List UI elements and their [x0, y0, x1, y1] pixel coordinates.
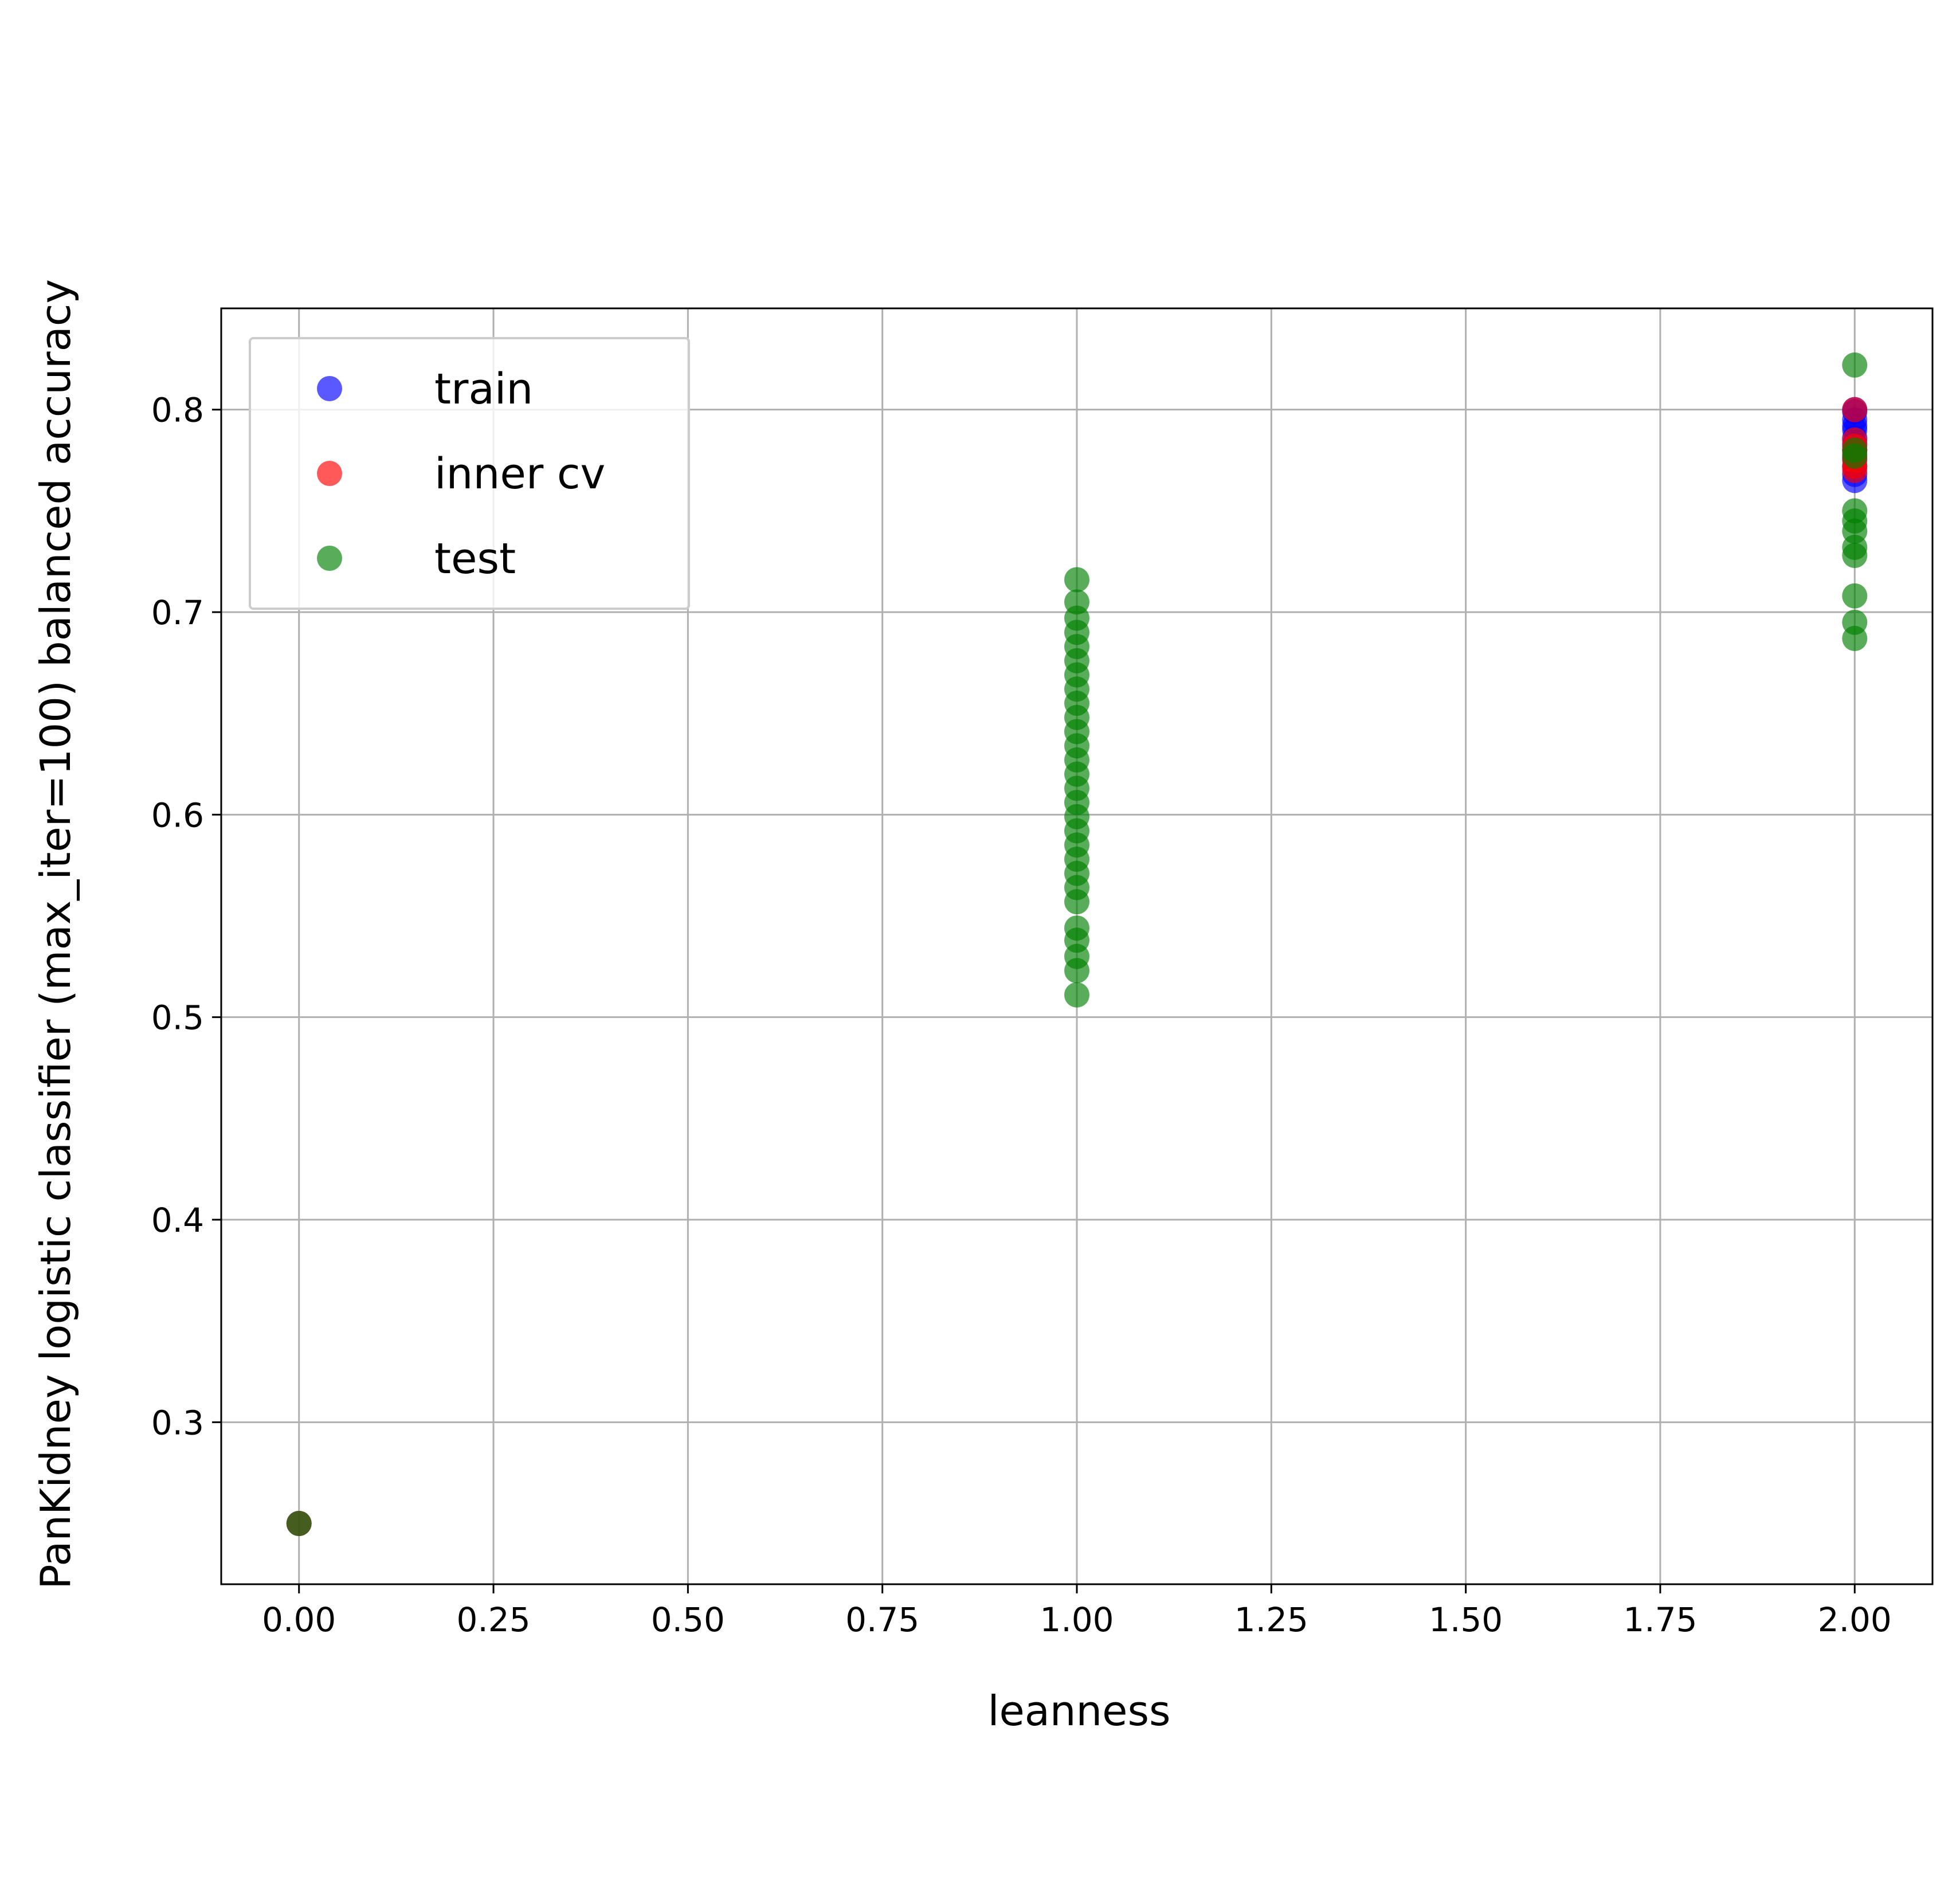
y-tick-label: 0.3	[151, 1403, 204, 1442]
legend-marker	[317, 546, 342, 571]
series-test	[286, 352, 1868, 1536]
legend-marker	[317, 376, 342, 401]
y-axis-label: PanKidney logistic classifier (max_iter=…	[32, 279, 80, 1589]
legend-marker	[317, 461, 342, 486]
y-tick-label: 0.6	[151, 796, 204, 835]
y-tick-label: 0.8	[151, 391, 204, 430]
x-tick-label: 2.00	[1818, 1600, 1892, 1639]
x-tick-label: 1.25	[1234, 1600, 1308, 1639]
data-point	[1842, 352, 1868, 378]
x-tick-label: 1.50	[1429, 1600, 1503, 1639]
x-tick-label: 0.75	[845, 1600, 919, 1639]
data-points	[286, 352, 1868, 1536]
legend: train inner cv test	[249, 337, 690, 610]
data-point	[1842, 443, 1868, 469]
x-tick-label: 1.00	[1040, 1600, 1114, 1639]
x-tick-label: 0.25	[456, 1600, 530, 1639]
x-axis-label: leanness	[987, 1687, 1170, 1735]
data-point	[286, 1511, 312, 1536]
x-tick-label: 1.75	[1623, 1600, 1697, 1639]
y-tick-label: 0.5	[151, 998, 204, 1037]
legend-label: train	[434, 365, 533, 414]
legend-label: inner cv	[434, 449, 605, 499]
data-point	[1842, 583, 1868, 609]
data-point	[1842, 625, 1868, 651]
data-point	[1064, 889, 1089, 915]
data-point	[1842, 543, 1868, 569]
legend-box	[249, 337, 690, 610]
axis-ticks: 0.00 0.25 0.50 0.75 1.00 1.25 1.50 1.75 2.00 0.3 0…	[151, 391, 1892, 1639]
y-tick-label: 0.7	[151, 593, 204, 632]
legend-label: test	[434, 534, 516, 583]
x-tick-label: 0.50	[651, 1600, 725, 1639]
y-tick-label: 0.4	[151, 1201, 204, 1240]
data-point	[1064, 958, 1089, 984]
data-point	[1064, 567, 1089, 593]
data-point	[1064, 982, 1089, 1008]
data-point	[1842, 397, 1868, 422]
x-tick-label: 0.00	[262, 1600, 336, 1639]
